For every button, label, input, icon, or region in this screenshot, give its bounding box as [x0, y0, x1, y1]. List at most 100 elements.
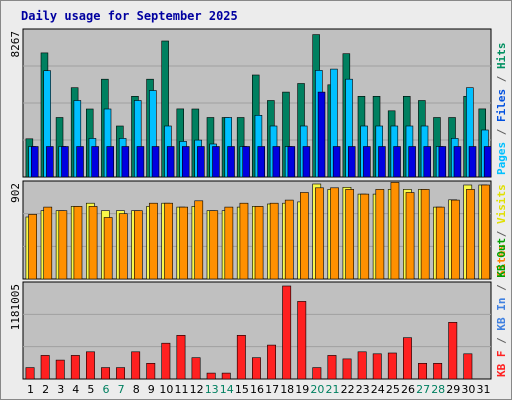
x-label-day-22: 22	[341, 383, 355, 396]
x-label-day-23: 23	[356, 383, 370, 396]
x-label-day-30: 30	[461, 383, 475, 396]
bar-sites-day-7	[119, 214, 127, 279]
x-label-day-31: 31	[477, 383, 491, 396]
bar-kbf-day-12	[192, 358, 200, 379]
x-label-day-13: 13	[205, 383, 219, 396]
bar-sites-day-12	[195, 201, 203, 279]
bar-kbf-day-13	[207, 373, 215, 379]
bar-kbf-day-4	[71, 355, 79, 379]
bar-kbf-day-16	[252, 358, 260, 379]
x-label-day-5: 5	[87, 383, 94, 396]
bar-kbf-day-21	[328, 355, 336, 379]
bar-pages-day-2	[46, 147, 53, 178]
bar-kbf-day-7	[116, 368, 124, 379]
bar-pages-day-15	[243, 147, 250, 178]
bar-kbf-day-2	[41, 355, 49, 379]
bar-sites-day-30	[466, 189, 474, 279]
y-max-label: 902	[9, 183, 22, 203]
bar-sites-day-4	[74, 206, 82, 279]
bar-sites-day-10	[165, 203, 173, 279]
y-max-label: 1181005	[9, 284, 22, 330]
bar-sites-day-31	[482, 185, 490, 279]
bar-pages-day-27	[424, 147, 431, 178]
bar-kbf-day-26	[403, 338, 411, 379]
x-label-day-2: 2	[42, 383, 49, 396]
x-label-day-10: 10	[159, 383, 173, 396]
x-label-day-15: 15	[235, 383, 249, 396]
bar-pages-day-17	[273, 147, 280, 178]
bar-pages-day-23	[363, 147, 370, 178]
legend-entry: /	[495, 69, 508, 89]
legend-entry: Hits	[495, 43, 508, 70]
x-label-day-7: 7	[118, 383, 125, 396]
x-label-day-28: 28	[431, 383, 445, 396]
bar-kbf-day-8	[132, 352, 140, 379]
bar-pages-day-13	[213, 147, 220, 178]
bar-pages-day-5	[92, 147, 99, 178]
x-label-day-1: 1	[27, 383, 34, 396]
bar-kbf-day-10	[162, 343, 170, 379]
bar-sites-day-21	[331, 188, 339, 279]
legend-entry: Pages	[495, 142, 508, 175]
bar-pages-day-9	[152, 147, 159, 178]
bar-pages-day-3	[62, 147, 69, 178]
bar-pages-day-19	[303, 147, 310, 178]
bar-kbf-day-15	[237, 335, 245, 379]
bar-kbf-day-27	[418, 363, 426, 379]
legend-kb: KB F / KB In / KB Out	[495, 238, 508, 377]
bar-sites-day-8	[134, 211, 142, 279]
x-label-day-6: 6	[103, 383, 110, 396]
bar-kbf-day-19	[298, 301, 306, 379]
bar-sites-day-27	[421, 189, 429, 279]
x-label-day-11: 11	[175, 383, 189, 396]
legend-entry: Visits	[495, 184, 508, 224]
bar-kbf-day-29	[449, 322, 457, 379]
bar-sites-day-11	[180, 207, 188, 279]
bar-sites-day-14	[225, 207, 233, 279]
bar-sites-day-17	[270, 203, 278, 279]
bar-pages-day-8	[137, 147, 144, 178]
bar-pages-day-26	[409, 147, 416, 178]
x-label-day-29: 29	[446, 383, 460, 396]
bar-kbf-day-3	[56, 360, 64, 379]
bar-kbf-day-28	[434, 363, 442, 379]
bar-sites-day-25	[391, 182, 399, 279]
bar-sites-day-23	[361, 194, 369, 279]
bar-kbf-day-24	[373, 354, 381, 379]
bar-sites-day-2	[44, 207, 52, 279]
bar-sites-day-26	[406, 193, 414, 280]
x-label-day-12: 12	[190, 383, 204, 396]
bar-kbf-day-1	[26, 368, 34, 379]
bar-pages-day-4	[77, 147, 84, 178]
bar-pages-day-28	[439, 147, 446, 178]
x-axis-labels: 1 2 3 4 5 6 7 8 9 10 11 12 13 14 15 16 17 18 19 20 21 22 23 24 2…	[27, 383, 491, 396]
chart-title: Daily usage for September 2025	[21, 9, 238, 23]
bar-pages-day-6	[107, 147, 114, 178]
bar-sites-day-28	[436, 207, 444, 279]
bar-sites-day-13	[210, 211, 218, 279]
y-max-label: 8267	[9, 31, 22, 58]
x-label-day-18: 18	[280, 383, 294, 396]
bar-kbf-day-5	[86, 352, 94, 379]
x-label-day-24: 24	[371, 383, 385, 396]
legend-entry: Files	[495, 89, 508, 122]
chart-panels: 8267 Pages / Files / Hits 902 Sites / Visit…	[9, 29, 508, 379]
x-label-day-8: 8	[133, 383, 140, 396]
bar-kbf-day-6	[101, 368, 109, 379]
panel-hits-files-pages: 8267 Pages / Files / Hits	[9, 29, 508, 177]
bar-kbf-day-11	[177, 335, 185, 379]
x-label-day-17: 17	[265, 383, 279, 396]
bar-sites-day-20	[315, 188, 323, 279]
legend-entry: KB Out	[495, 238, 508, 278]
bar-sites-day-16	[255, 206, 263, 279]
x-label-day-27: 27	[416, 383, 430, 396]
bar-pages-day-18	[288, 147, 295, 178]
bar-pages-day-30	[469, 147, 476, 178]
bar-sites-day-15	[240, 203, 248, 279]
bar-pages-day-25	[394, 147, 401, 178]
x-label-day-16: 16	[250, 383, 264, 396]
bar-kbf-day-17	[267, 345, 275, 379]
bar-pages-day-11	[182, 147, 189, 178]
x-label-day-3: 3	[57, 383, 64, 396]
